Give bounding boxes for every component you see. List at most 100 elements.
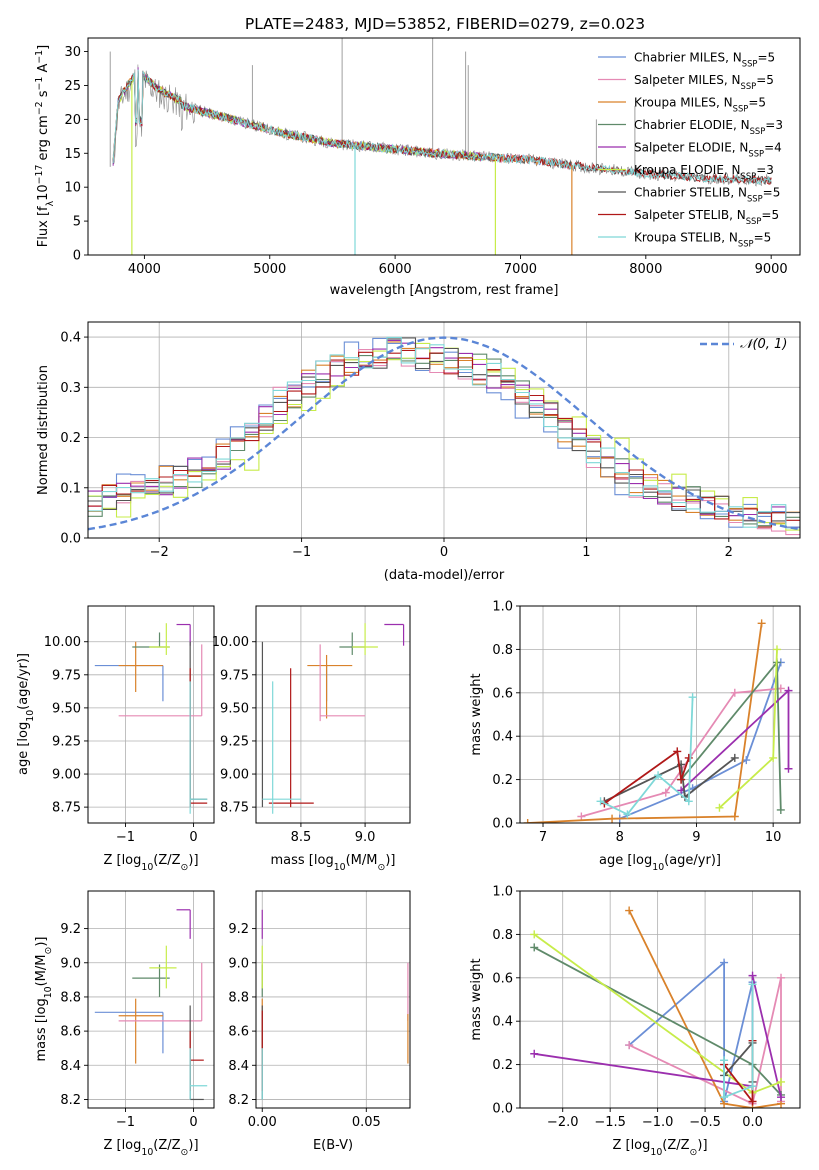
legend-subscript: SSP [741, 171, 757, 181]
y-tick-label: 8.8 [228, 990, 249, 1005]
y-tick-label: 9.2 [60, 922, 81, 937]
weight-line-chabrier_miles [619, 662, 782, 820]
x-tick-label: 0 [189, 1115, 197, 1130]
weight-line-salpeter_stelib [603, 749, 690, 805]
y-tick-label: 8.2 [228, 1093, 249, 1108]
legend-value: =5 [761, 208, 779, 222]
legend-label: Chabrier MILES, N [634, 51, 742, 65]
x-tick-label: −1.5 [594, 1115, 626, 1130]
weight_vs_age-plot-area [523, 619, 793, 823]
spectrum-frame [87, 37, 801, 256]
spectrum-plot-area [109, 38, 772, 255]
weight-point-chabrier_miles [720, 958, 729, 967]
x-axis-label-part: )] [188, 1138, 198, 1153]
x-axis-label: Z [log10(Z/Z⊙)] [612, 1138, 707, 1158]
residuals-frame [87, 321, 801, 539]
y-axis-label-part: (M/M [34, 955, 49, 987]
y-axis-label-part: λ [45, 200, 56, 206]
legend-label: Kroupa STELIB, N [634, 231, 738, 245]
y-tick-label: 0.0 [492, 1102, 513, 1117]
legend-entry: Salpeter MILES, NSSP=5 [634, 73, 774, 91]
weight-point-salpeter_miles [625, 1041, 634, 1050]
x-axis-label-part: age [log [599, 853, 652, 868]
x-axis-label-part: )] [385, 853, 395, 868]
y-tick-label: 0.2 [492, 1058, 513, 1073]
y-axis-label: mass [log10(M/M⊙)] [34, 937, 54, 1062]
legend-entry: 𝒩(0, 1) [740, 337, 787, 352]
x-axis-label: Z [log10(Z/Z⊙)] [103, 853, 198, 873]
weight-point-salpeter_stelib [677, 775, 686, 784]
weight-line-kroupa_miles [628, 910, 782, 1108]
y-axis-label: mass weight [469, 673, 484, 755]
legend-value: =5 [748, 96, 766, 110]
x-tick-label: −1.0 [642, 1115, 674, 1130]
y-tick-label: 0.4 [60, 331, 81, 346]
y-tick-label: 0.3 [60, 381, 81, 396]
legend-value: =3 [756, 163, 774, 177]
weight-point-kroupa_stelib [720, 1056, 729, 1065]
x-axis-label-part: )] [188, 853, 198, 868]
weight-line-chabrier_miles [628, 960, 754, 1102]
age_vs_mass-plot-area [261, 623, 405, 814]
y-tick-label: 9.75 [52, 668, 81, 683]
x-axis-label-part: Z [log [103, 853, 141, 868]
y-axis-label: age [log10(age/yr)] [16, 653, 36, 775]
weight-point-kroupa_stelib [720, 1093, 729, 1102]
y-tick-label: 8.4 [228, 1059, 249, 1074]
weight_vs_Z-plot-area [530, 906, 786, 1108]
weight-point-salpeter_stelib [673, 747, 682, 756]
normal-curve [88, 336, 800, 531]
legend-label: Salpeter ELODIE, N [634, 141, 748, 155]
y-axis-label-part: age [log [16, 722, 31, 775]
age_vs_Z-axes [88, 606, 214, 823]
x-axis-label: Z [log10(Z/Z⊙)] [103, 1138, 198, 1158]
y-axis-label-part: A [36, 64, 51, 77]
y-tick-label: 0.8 [492, 643, 513, 658]
age_vs_mass-axes [256, 606, 410, 823]
x-tick-label: −1 [116, 1115, 135, 1130]
mass_vs_Z-axes [88, 891, 214, 1108]
legend-subscript: SSP [750, 126, 766, 136]
weight-point-chabrier_elodie [530, 943, 539, 952]
figure-title: PLATE=2483, MJD=53852, FIBERID=0279, z=0… [245, 15, 645, 33]
legend-label: Chabrier ELODIE, N [634, 118, 750, 132]
x-tick-label: 5000 [253, 262, 286, 277]
y-axis-label-part: erg cm [36, 115, 51, 164]
legend-entry: Kroupa STELIB, NSSP=5 [634, 231, 771, 249]
y-axis-label: mass weight [469, 958, 484, 1040]
x-axis-label-part: (M/M [346, 853, 378, 868]
residuals-plot-area [88, 336, 800, 536]
x-axis-label-part: 10 [141, 1147, 153, 1158]
legend-entry: Salpeter STELIB, NSSP=5 [634, 208, 779, 226]
y-tick-label: 0.4 [492, 730, 513, 745]
y-axis-label-part: ⊙ [43, 947, 54, 955]
y-tick-label: 25 [64, 79, 81, 94]
weight-point-salpeter_stelib [748, 1097, 757, 1106]
histogram-salpeter_miles [88, 349, 800, 536]
legend-subscript: SSP [742, 59, 758, 69]
x-tick-label: 9000 [755, 262, 788, 277]
age_vs_Z-plot-area [94, 623, 208, 814]
y-tick-label: 8.8 [60, 990, 81, 1005]
weight-line-salpeter_elodie [680, 688, 790, 792]
weight-point-chabrier_stelib [730, 753, 739, 762]
y-tick-label: 9.50 [220, 701, 249, 716]
x-axis-label-part: mass [log [271, 853, 334, 868]
legend-subscript: SSP [738, 239, 754, 249]
x-tick-label: 9 [692, 830, 700, 845]
weight-point-kroupa_miles [730, 812, 739, 821]
weight-point-kroupa_stelib [748, 980, 757, 989]
y-tick-label: 9.0 [60, 956, 81, 971]
y-tick-label: 0.0 [492, 817, 513, 832]
y-tick-label: 9.0 [228, 956, 249, 971]
weight-point-kroupa_elodie [777, 1077, 786, 1086]
y-axis-label-part: s [36, 90, 51, 101]
x-tick-label: 0.05 [352, 1115, 381, 1130]
y-axis-label: Normed distribution [36, 365, 51, 495]
y-tick-label: 8.4 [60, 1059, 81, 1074]
legend-value: =5 [754, 231, 772, 245]
legend-value: =5 [763, 186, 781, 200]
x-axis-label-part: (age/yr)] [664, 853, 721, 868]
